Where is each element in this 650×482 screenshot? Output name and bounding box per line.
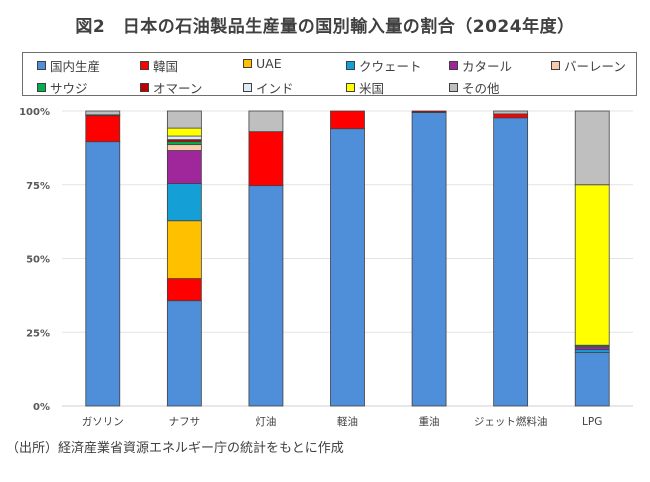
legend-swatch	[243, 83, 252, 92]
legend-label: バーレーン	[564, 59, 626, 74]
legend-item: 国内生産	[37, 56, 100, 75]
y-tick-label: 50%	[26, 255, 50, 266]
legend-label: オマーン	[153, 81, 203, 96]
legend-label: UAE	[256, 56, 282, 71]
chart-title: 図2 日本の石油製品生産量の国別輸入量の割合（2024年度）	[75, 17, 575, 37]
bar-segment	[85, 115, 121, 143]
bar-segment	[574, 349, 610, 354]
legend-item: 韓国	[140, 56, 178, 75]
bar-segment	[493, 110, 529, 115]
bar-segment	[574, 346, 610, 351]
legend-label: 韓国	[153, 59, 179, 74]
y-tick-label: 100%	[19, 107, 50, 118]
bar-stack	[574, 110, 610, 407]
legend-item: クウェート	[346, 56, 422, 75]
bar-segment	[166, 150, 202, 184]
legend-swatch	[37, 83, 46, 92]
bar-stack	[493, 110, 529, 407]
x-tick-label: ナフサ	[169, 416, 201, 428]
bar-segment	[85, 141, 121, 407]
legend-swatch	[140, 61, 149, 70]
bar-segment	[411, 110, 447, 113]
x-tick-label: 灯油	[255, 415, 276, 428]
bar-segment	[248, 110, 284, 133]
bar-segment	[166, 141, 202, 146]
legend-swatch	[243, 59, 252, 68]
bar-segment	[248, 185, 284, 407]
legend-item: インド	[243, 78, 294, 97]
bar-segment	[493, 117, 529, 407]
legend-item: その他	[449, 78, 500, 97]
bar-segment	[166, 220, 202, 279]
legend-item: サウジ	[37, 78, 88, 97]
y-tick-label: 25%	[26, 328, 50, 339]
x-tick-label: ジェット燃料油	[474, 415, 548, 428]
y-tick-label: 0%	[33, 402, 50, 413]
legend-label: その他	[462, 81, 500, 96]
bar-segment	[166, 127, 202, 137]
bar-segment	[248, 131, 284, 187]
bar-segment	[574, 184, 610, 346]
bar-segment	[330, 128, 365, 407]
bar-stack	[85, 110, 121, 407]
legend-item: カタール	[449, 56, 512, 75]
bar-segment	[330, 110, 365, 130]
legend-label: クウェート	[359, 59, 422, 74]
legend-item: オマーン	[140, 78, 202, 97]
x-tick-label: 軽油	[337, 415, 358, 428]
legend-label: インド	[256, 81, 294, 96]
bar-segment	[574, 110, 610, 186]
legend-item: 米国	[346, 78, 384, 97]
bar-stack	[411, 110, 447, 407]
legend-swatch	[346, 61, 355, 70]
legend-swatch	[346, 83, 355, 92]
legend-label: サウジ	[50, 81, 88, 96]
bar-segment	[166, 300, 202, 407]
bar-segment	[85, 110, 121, 116]
bar-stack	[330, 110, 365, 407]
bar-segment	[166, 110, 202, 129]
bar-segment	[574, 352, 610, 407]
bar-segment	[166, 135, 202, 141]
x-tick-label: 重油	[419, 415, 440, 428]
legend: 国内生産 韓国 UAE クウェート カタール バーレーンサウジ オマーン インド 米国 その他	[22, 52, 637, 96]
legend-label: 米国	[359, 81, 385, 96]
source-note: （出所）経済産業省資源エネルギー庁の統計をもとに作成	[6, 441, 344, 456]
x-tick-label: LPG	[582, 416, 602, 428]
legend-item: バーレーン	[551, 56, 626, 75]
bar-segment	[166, 144, 202, 151]
x-tick-label: ガソリン	[82, 416, 124, 428]
bar-stack	[166, 110, 202, 407]
legend-swatch	[449, 61, 458, 70]
bar-stack	[248, 110, 284, 407]
legend-swatch	[140, 83, 149, 92]
legend-swatch	[449, 83, 458, 92]
legend-item: UAE	[243, 56, 282, 71]
y-tick-label: 75%	[26, 181, 50, 192]
bar-segment	[166, 278, 202, 302]
legend-swatch	[551, 61, 560, 70]
bar-segment	[166, 183, 202, 222]
legend-label: カタール	[462, 59, 513, 74]
legend-label: 国内生産	[50, 59, 101, 74]
bar-segment	[493, 113, 529, 119]
bar-segment	[411, 112, 447, 407]
legend-swatch	[37, 61, 46, 70]
